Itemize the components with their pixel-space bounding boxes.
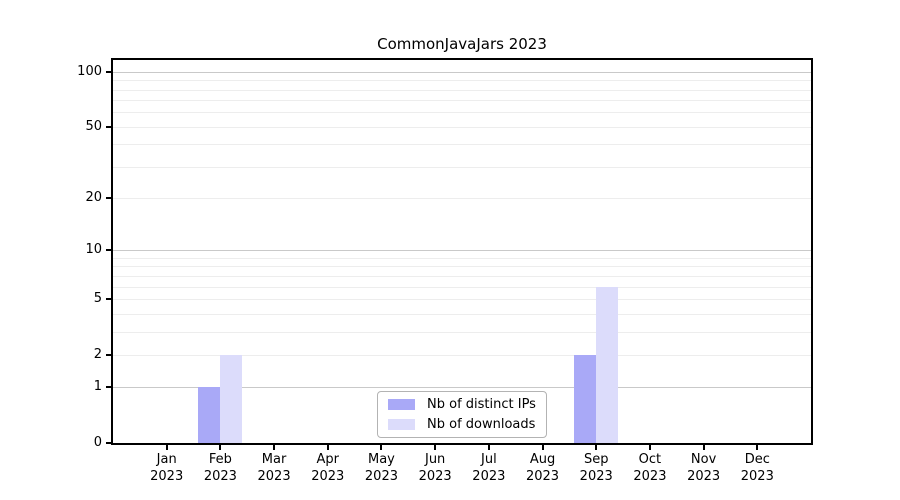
x-axis-tick-mark <box>165 445 168 450</box>
x-axis-tick-label: Feb 2023 <box>188 451 252 485</box>
x-tick-year: 2023 <box>525 469 560 484</box>
x-axis-tick-mark <box>702 445 705 450</box>
legend-label-downloads: Nb of downloads <box>427 417 536 432</box>
minor-gridline <box>113 266 811 268</box>
major-gridline <box>113 387 811 389</box>
minor-gridline <box>113 166 811 168</box>
x-axis-tick-mark <box>487 445 490 450</box>
x-axis-tick-label: Mar 2023 <box>242 451 306 485</box>
minor-gridline <box>113 89 811 91</box>
y-axis-tick-mark <box>106 197 112 200</box>
minor-gridline <box>113 286 811 288</box>
x-tick-year: 2023 <box>150 469 184 484</box>
x-axis-tick-label: Aug 2023 <box>511 451 575 485</box>
y-axis-tick-label: 20 <box>85 190 102 206</box>
x-tick-month: Mar <box>261 452 287 467</box>
x-axis-tick-label: Jul 2023 <box>457 451 521 485</box>
x-tick-year: 2023 <box>687 469 721 484</box>
x-tick-year: 2023 <box>311 469 345 484</box>
minor-gridline <box>113 126 811 128</box>
x-axis-tick-label: Sep 2023 <box>564 451 628 485</box>
minor-gridline <box>113 257 811 259</box>
x-tick-month: Oct <box>638 452 662 467</box>
legend-label-distinct-ips: Nb of distinct IPs <box>427 397 536 412</box>
x-tick-year: 2023 <box>472 469 506 484</box>
x-tick-month: Jan <box>156 452 177 467</box>
y-axis-tick-mark <box>106 297 112 300</box>
chart-title: CommonJavaJars 2023 <box>377 35 547 53</box>
x-tick-month: Nov <box>690 452 717 467</box>
x-tick-year: 2023 <box>364 469 398 484</box>
x-tick-month: Feb <box>208 452 232 467</box>
y-axis-tick-label: 100 <box>77 63 102 79</box>
x-axis-tick-mark <box>541 445 544 450</box>
y-axis-tick-mark <box>106 442 112 444</box>
x-axis-tick-label: Apr 2023 <box>296 451 360 485</box>
legend-item-downloads: Nb of downloads <box>388 417 536 432</box>
bar-downloads <box>596 286 619 443</box>
legend-swatch-distinct-ips <box>388 399 415 410</box>
x-axis-tick-label: Dec 2023 <box>725 451 789 485</box>
minor-gridline <box>113 275 811 277</box>
legend: Nb of distinct IPs Nb of downloads <box>377 391 547 438</box>
y-axis-tick-label: 2 <box>93 346 102 362</box>
bar-distinct-ips <box>198 387 221 443</box>
y-axis-tick-label: 10 <box>85 242 102 258</box>
x-axis-tick-mark <box>595 445 598 450</box>
x-axis-tick-mark <box>219 445 222 450</box>
y-axis-tick-mark <box>106 386 112 389</box>
x-axis-tick-mark <box>434 445 437 450</box>
x-tick-month: Jul <box>481 452 497 467</box>
plot-area <box>113 60 811 443</box>
minor-gridline <box>113 298 811 300</box>
y-axis-tick-label: 0 <box>93 435 102 450</box>
x-tick-year: 2023 <box>418 469 452 484</box>
x-tick-year: 2023 <box>579 469 613 484</box>
x-axis-tick-label: Nov 2023 <box>672 451 736 485</box>
minor-gridline <box>113 144 811 146</box>
x-tick-month: Aug <box>529 452 556 467</box>
legend-swatch-downloads <box>388 419 415 430</box>
y-axis-tick-mark <box>106 125 112 128</box>
x-axis-tick-label: Jun 2023 <box>403 451 467 485</box>
x-axis-tick-mark <box>380 445 383 450</box>
y-axis-tick-label: 5 <box>93 290 102 306</box>
x-axis-tick-mark <box>648 445 651 450</box>
x-axis-tick-mark <box>326 445 329 450</box>
x-tick-month: Dec <box>744 452 770 467</box>
y-axis-tick-mark <box>106 70 112 73</box>
minor-gridline <box>113 198 811 200</box>
x-tick-month: May <box>368 452 395 467</box>
minor-gridline <box>113 100 811 102</box>
y-axis-tick-label: 50 <box>85 118 102 134</box>
x-axis-tick-label: Oct 2023 <box>618 451 682 485</box>
minor-gridline <box>113 313 811 315</box>
x-tick-month: Apr <box>316 452 340 467</box>
x-axis-tick-label: Jan 2023 <box>135 451 199 485</box>
y-axis-tick-mark <box>106 249 112 252</box>
x-tick-month: Jun <box>424 452 446 467</box>
x-axis-tick-mark <box>756 445 759 450</box>
x-tick-month: Sep <box>583 452 609 467</box>
minor-gridline <box>113 331 811 333</box>
x-axis-tick-label: May 2023 <box>349 451 413 485</box>
minor-gridline <box>113 112 811 114</box>
y-axis-tick-mark <box>106 353 112 356</box>
minor-gridline <box>113 80 811 82</box>
x-tick-year: 2023 <box>740 469 774 484</box>
x-tick-year: 2023 <box>203 469 237 484</box>
legend-item-distinct-ips: Nb of distinct IPs <box>388 397 536 412</box>
x-tick-year: 2023 <box>257 469 291 484</box>
x-axis-tick-mark <box>273 445 276 450</box>
x-tick-year: 2023 <box>633 469 667 484</box>
y-axis-tick-label: 1 <box>93 379 102 395</box>
major-gridline <box>113 71 811 73</box>
bar-downloads <box>220 354 243 443</box>
bar-distinct-ips <box>574 354 597 443</box>
major-gridline <box>113 250 811 252</box>
minor-gridline <box>113 354 811 356</box>
